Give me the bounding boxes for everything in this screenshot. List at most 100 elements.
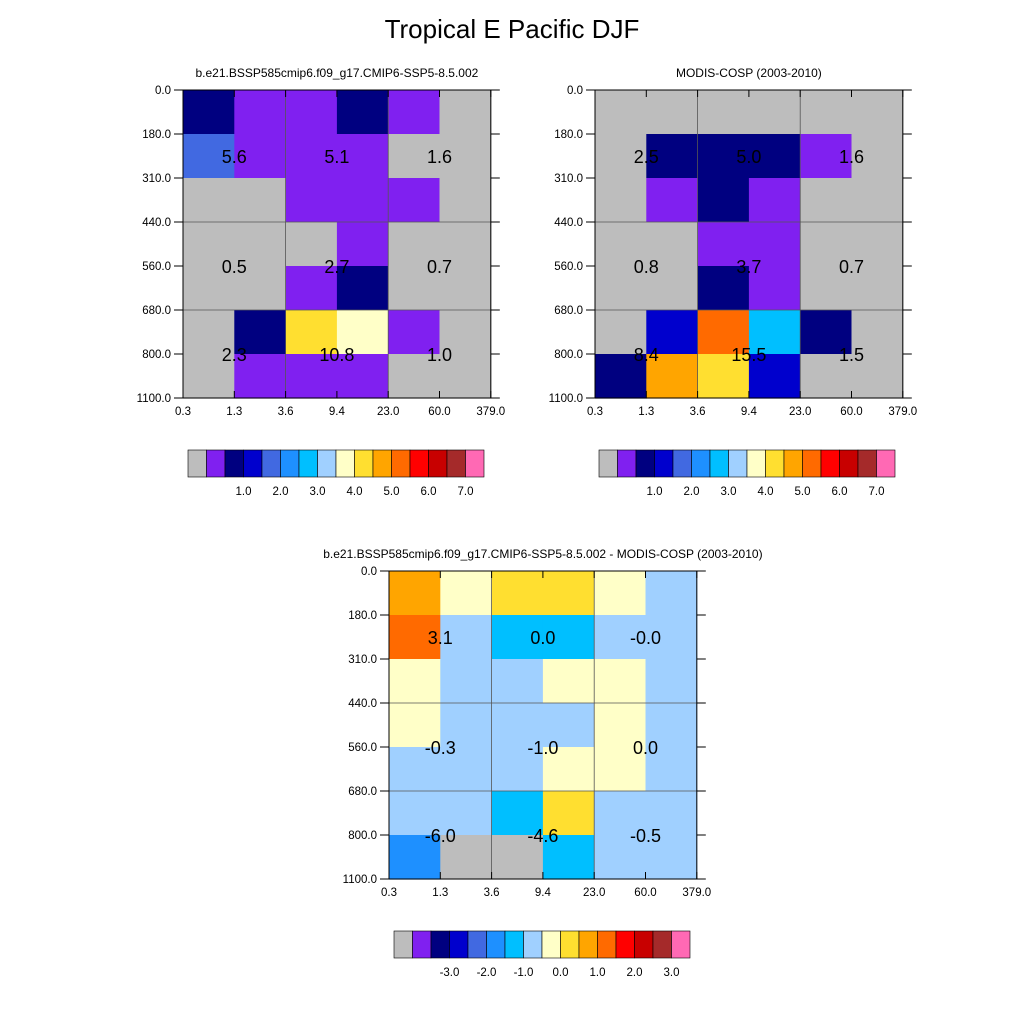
heatmap-cell bbox=[697, 134, 750, 179]
y-tick-label: 310.0 bbox=[142, 173, 171, 185]
panel-subtitle: b.e21.BSSP585cmip6.f09_g17.CMIP6-SSP5-8.… bbox=[195, 66, 478, 80]
y-tick-label: 440.0 bbox=[348, 698, 377, 710]
colorbar-bin bbox=[449, 930, 469, 959]
heatmap-cell bbox=[491, 747, 544, 792]
heatmap-cell bbox=[594, 835, 647, 880]
figure-title: Tropical E Pacific DJF bbox=[384, 14, 640, 44]
colorbar-bin bbox=[615, 930, 635, 959]
heatmap-cell bbox=[491, 615, 544, 660]
colorbar-bin bbox=[486, 930, 506, 959]
colorbar-bin bbox=[654, 449, 674, 478]
heatmap-cell bbox=[336, 134, 389, 179]
heatmap-cell bbox=[851, 134, 904, 179]
x-tick-label: 0.3 bbox=[587, 406, 603, 418]
heatmap-cell bbox=[388, 310, 441, 355]
x-tick-label: 3.6 bbox=[278, 406, 294, 418]
heatmap-cell bbox=[851, 266, 904, 311]
y-tick-label: 1100.0 bbox=[137, 393, 171, 405]
x-tick-label: 9.4 bbox=[535, 887, 552, 899]
heatmap-cell bbox=[439, 266, 492, 311]
heatmap-cell bbox=[183, 266, 235, 311]
heatmap-cell bbox=[800, 266, 853, 311]
block-value-label: -4.6 bbox=[527, 826, 558, 846]
heatmap-cell bbox=[697, 222, 750, 267]
colorbar-bin bbox=[876, 449, 896, 478]
heatmap-cell bbox=[542, 703, 595, 748]
colorbar-bin bbox=[261, 449, 281, 478]
colorbar-bin bbox=[578, 930, 598, 959]
block-value-label: 2.3 bbox=[222, 345, 247, 365]
colorbar-bin bbox=[298, 449, 318, 478]
y-tick-label: 440.0 bbox=[554, 217, 583, 229]
colorbar-label: 4.0 bbox=[758, 486, 774, 498]
y-tick-label: 560.0 bbox=[554, 261, 583, 273]
colorbar-label: -3.0 bbox=[440, 967, 460, 979]
heatmap-cell bbox=[285, 134, 338, 179]
colorbar-label: 3.0 bbox=[310, 486, 326, 498]
colorbar-label: 3.0 bbox=[721, 486, 737, 498]
colorbar-bin bbox=[412, 930, 432, 959]
heatmap-cell bbox=[440, 835, 493, 880]
colorbar-bin bbox=[354, 449, 374, 478]
colorbar-label: 6.0 bbox=[421, 486, 437, 498]
heatmap-cell bbox=[183, 90, 235, 135]
heatmap-cell bbox=[595, 354, 647, 399]
block-value-label: 0.5 bbox=[222, 257, 247, 277]
heatmap-cell bbox=[439, 222, 492, 267]
colorbar-bin bbox=[504, 930, 524, 959]
heatmap-cell bbox=[440, 615, 493, 660]
colorbar-bin bbox=[317, 449, 337, 478]
colorbar-bin bbox=[560, 930, 580, 959]
block-value-label: -0.3 bbox=[425, 738, 456, 758]
colorbar-bin bbox=[391, 449, 411, 478]
heatmap-cell bbox=[491, 791, 544, 836]
heatmap-cell bbox=[389, 747, 441, 792]
heatmap-cell bbox=[440, 659, 493, 704]
block-value-label: 10.8 bbox=[319, 345, 354, 365]
colorbar-bin bbox=[709, 449, 729, 478]
heatmap-cell bbox=[439, 310, 492, 355]
heatmap-cell bbox=[439, 90, 492, 135]
heatmap-cell bbox=[595, 134, 647, 179]
colorbar-label: -1.0 bbox=[514, 967, 534, 979]
y-tick-label: 0.0 bbox=[155, 85, 171, 97]
heatmap-cell bbox=[234, 134, 287, 179]
colorbar-bin bbox=[224, 449, 244, 478]
colorbar-bin bbox=[428, 449, 448, 478]
heatmap-cell bbox=[646, 266, 699, 311]
heatmap-cell bbox=[389, 703, 441, 748]
colorbar-label: 7.0 bbox=[869, 486, 885, 498]
heatmap-cell bbox=[336, 90, 389, 135]
heatmap-cell bbox=[851, 310, 904, 355]
heatmap-cell bbox=[800, 310, 853, 355]
heatmap-cell bbox=[491, 571, 544, 616]
heatmap-cell bbox=[234, 310, 287, 355]
block-value-label: -0.0 bbox=[630, 628, 661, 648]
heatmap-cell bbox=[800, 354, 853, 399]
heatmap-cell bbox=[285, 310, 338, 355]
x-tick-label: 3.6 bbox=[484, 887, 500, 899]
heatmap-cell bbox=[851, 354, 904, 399]
heatmap-cell bbox=[388, 178, 441, 223]
heatmap-cell bbox=[748, 134, 801, 179]
heatmap-cell bbox=[800, 222, 853, 267]
colorbar-label: 2.0 bbox=[273, 486, 289, 498]
block-value-label: 8.4 bbox=[634, 345, 659, 365]
y-tick-label: 180.0 bbox=[142, 129, 171, 141]
heatmap-cell bbox=[851, 90, 904, 135]
heatmap-cell bbox=[183, 178, 235, 223]
colorbar-bin bbox=[839, 449, 859, 478]
heatmap-cell bbox=[748, 178, 801, 223]
heatmap-cell bbox=[645, 615, 698, 660]
colorbar-bin bbox=[446, 449, 466, 478]
heatmap-cell bbox=[542, 659, 595, 704]
block-value-label: 5.6 bbox=[222, 147, 247, 167]
heatmap-cell bbox=[388, 222, 441, 267]
colorbar-bin bbox=[746, 449, 766, 478]
colorbar-bin bbox=[857, 449, 877, 478]
colorbar-label: 1.0 bbox=[236, 486, 252, 498]
heatmap-cell bbox=[594, 747, 647, 792]
x-tick-label: 60.0 bbox=[634, 887, 656, 899]
y-tick-label: 310.0 bbox=[348, 654, 377, 666]
